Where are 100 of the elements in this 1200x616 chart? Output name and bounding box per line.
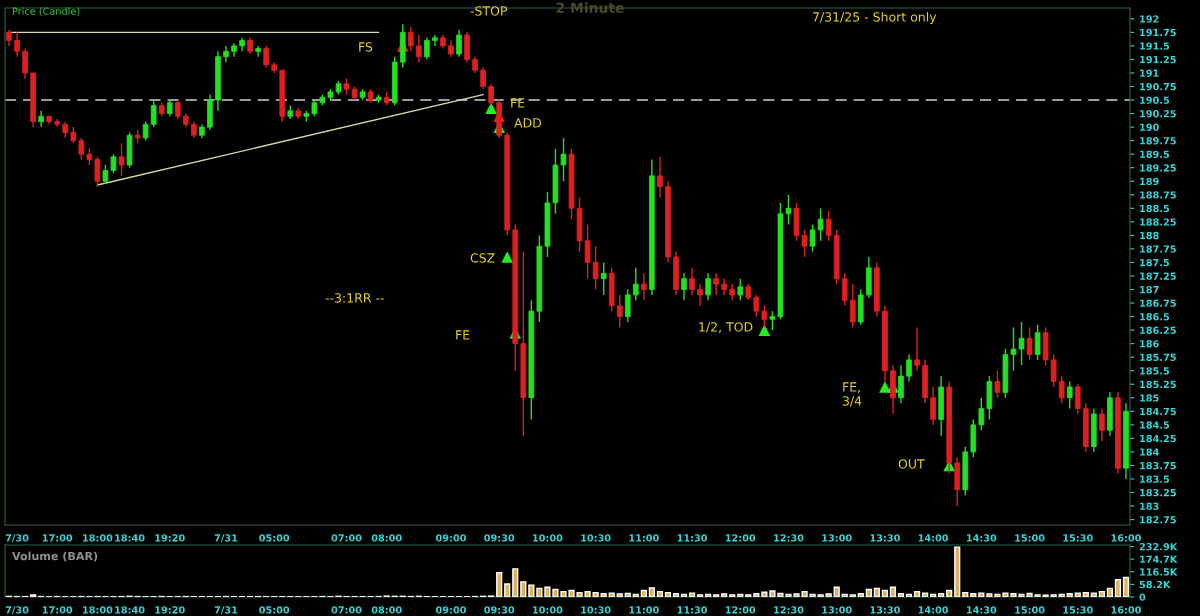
x-tick-label: 14:00 [918,606,949,614]
bar [1050,594,1057,597]
y-tick-label: 192 [1140,15,1159,23]
x-tick-label: 12:30 [774,606,804,614]
y-tick-label: 174.7K [1140,555,1178,563]
bar [592,591,599,597]
bar [648,587,655,597]
x-tick-label: 10:00 [533,606,563,614]
bar [761,591,768,597]
x-tick-label: 7/30 [5,534,29,543]
candlestick [914,326,920,372]
y-tick-label: 232.9K [1139,543,1178,551]
y-tick-label: 188.5 [1140,204,1170,213]
y-tick-label: 116.5K [1140,568,1178,576]
bar [833,586,840,597]
x-tick-label: 12:00 [725,534,756,542]
bar [632,593,639,597]
candlestick [978,397,985,431]
candlestick [817,207,824,242]
y-tick-label: 191.25 [1140,55,1176,64]
candlestick [22,47,28,80]
candlestick [174,99,181,120]
candlestick [930,386,936,426]
bar [753,593,760,597]
candlestick [488,83,494,107]
point [501,251,514,263]
bar [978,592,985,597]
y-tick-label: 184.75 [1140,407,1176,416]
y-tick-label: 183 [1140,502,1159,510]
bar [1066,593,1073,597]
bar [737,593,744,597]
bar [1098,590,1105,597]
x-tick-label: 11:30 [677,606,708,614]
point [485,102,497,114]
bar [817,594,824,597]
y-tick-label: 191 [1140,69,1159,77]
candlestick [407,26,414,53]
y-tick-label: 191.75 [1140,28,1176,37]
candlestick [255,45,261,58]
y-tick-label: 184 [1140,448,1159,456]
x-tick-label: 08:00 [371,534,402,542]
y-tick-label: 186.75 [1140,299,1176,307]
x-tick-label: 16:00 [1111,606,1141,614]
annotation: 7/31/25 - Short only [813,11,937,25]
bar [954,546,961,597]
bar [672,593,680,597]
y-tick-label: 189 [1140,177,1159,186]
candlestick [809,223,816,253]
candlestick [1026,326,1033,361]
annotation: ADD [514,118,542,128]
bar [970,593,977,597]
y-tick-label: 188.25 [1140,218,1176,226]
y-tick-label: 191.5 [1140,42,1170,50]
candlestick [616,294,623,329]
y-tick-label: 0 [1139,593,1146,601]
candlestick [825,210,832,242]
x-tick-label: 18:40 [115,534,145,542]
bar [857,593,864,597]
candlestick [737,277,744,302]
x-tick-label: 10:00 [533,534,563,542]
candlestick [424,37,430,61]
bar [1074,592,1081,597]
x-tick-label: 7/31 [214,606,238,615]
x-tick-label: 14:30 [966,534,997,542]
bar [504,583,511,597]
x-tick-label: 15:30 [1063,606,1093,614]
y-tick-label: 58.2K [1139,580,1171,589]
candlestick [142,120,149,142]
bar [664,591,672,597]
y-tick-label: 185.25 [1140,380,1176,389]
x-tick-label: 13:00 [822,606,852,614]
candlestick [1074,383,1081,415]
x-tick-label: 18:40 [115,606,145,614]
candlestick [681,272,687,302]
y-tick-label: 183.75 [1140,461,1176,470]
bar [865,588,872,597]
candlestick [600,261,607,296]
annotation: FE [511,98,525,108]
y-tick-label: 190.25 [1140,110,1176,118]
x-tick-label: 13:30 [870,606,900,614]
y-tick-label: 183.25 [1140,489,1176,497]
y-tick-label: 187 [1140,285,1159,294]
bar [688,592,696,597]
candlestick [624,288,631,323]
candlestick [416,34,422,63]
x-tick-label: 10:30 [581,606,611,614]
y-tick-label: 185.5 [1140,367,1170,375]
candlestick [94,156,101,188]
bar [656,590,664,597]
x-tick-label: 16:00 [1111,534,1141,542]
y-tick-label: 188.75 [1140,191,1176,199]
bar [696,594,704,597]
candlestick [632,267,639,302]
x-tick-label: 10:30 [581,534,611,542]
candlestick [657,156,663,199]
candlestick [841,272,848,307]
x-tick-label: 15:00 [1015,534,1045,542]
bar [1058,593,1065,597]
candlestick [78,137,85,161]
x-tick-label: 14:30 [966,606,997,614]
